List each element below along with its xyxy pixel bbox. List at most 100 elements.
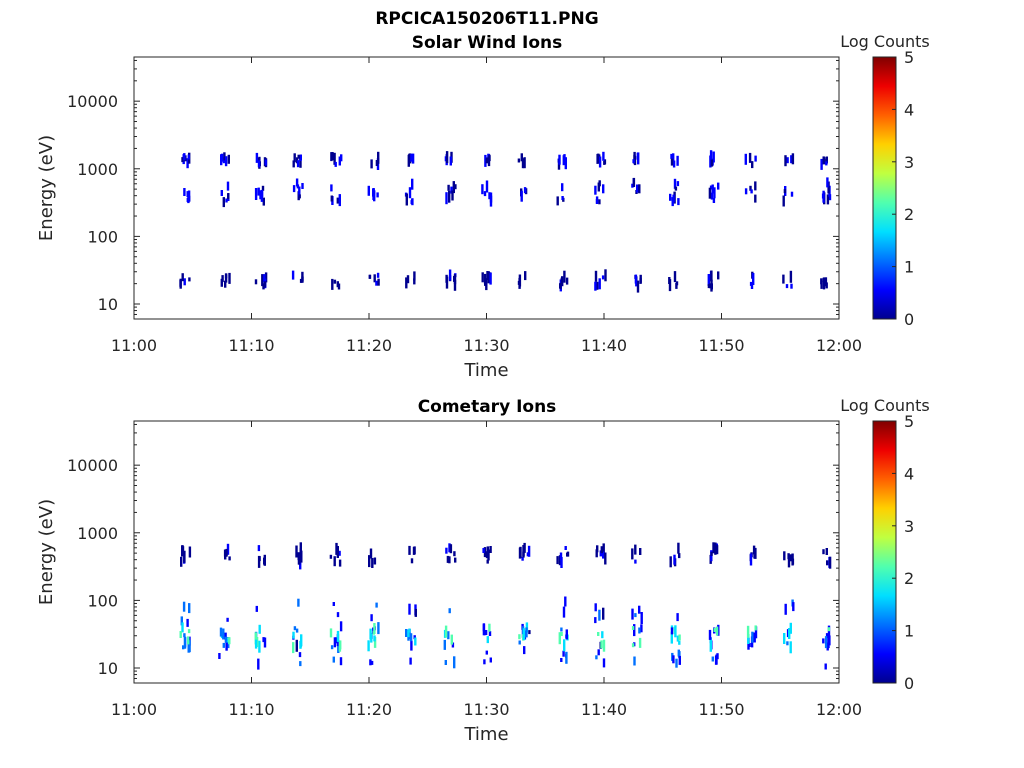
heatmap-cell — [411, 153, 415, 164]
heatmap-cell — [672, 194, 675, 203]
heatmap-cell — [602, 151, 605, 161]
heatmap-cell — [556, 196, 559, 206]
heatmap-cell — [594, 185, 597, 195]
heatmap-cell — [219, 627, 223, 637]
heatmap-cell — [563, 270, 566, 283]
heatmap-cell — [634, 559, 637, 564]
heatmap-cell — [602, 658, 606, 668]
heatmap-cell — [827, 181, 830, 194]
heatmap-cell — [828, 556, 832, 569]
heatmap-cell — [599, 550, 602, 557]
heatmap-cell — [790, 283, 793, 289]
heatmap-cell — [373, 623, 376, 634]
heatmap-cell — [675, 282, 678, 289]
heatmap-cell — [257, 545, 261, 552]
heatmap-cell — [181, 546, 185, 557]
heatmap-cell — [527, 545, 531, 557]
heatmap-cell — [264, 159, 268, 166]
colorbar-label: Log Counts — [840, 396, 930, 415]
heatmap-cell — [183, 278, 186, 286]
heatmap-cell — [301, 183, 304, 189]
heatmap-cell — [373, 635, 376, 642]
heatmap-cell — [292, 642, 295, 654]
heatmap-cell — [408, 187, 412, 199]
heatmap-cell — [676, 635, 680, 642]
heatmap-cell — [782, 195, 785, 207]
heatmap-cell — [560, 627, 563, 632]
heatmap-cell — [631, 183, 634, 188]
x-tick-label: 12:00 — [816, 336, 862, 355]
heatmap-cell — [827, 636, 830, 649]
heatmap-cell — [634, 544, 637, 555]
panels: Solar Wind Ions 11:00 11:10 11:20 11:30 11:40… — [36, 32, 930, 745]
heatmap-cell — [597, 182, 600, 192]
heatmap-cell — [595, 196, 599, 204]
heatmap-cell — [407, 154, 410, 167]
heatmap-cell — [486, 559, 489, 564]
heatmap-cell — [410, 558, 414, 564]
heatmap-cell — [224, 632, 227, 640]
heatmap-cell — [634, 613, 637, 618]
heatmap-cell — [370, 159, 373, 169]
heatmap-cell — [183, 633, 186, 638]
heatmap-cell — [333, 152, 336, 165]
heatmap-cell — [520, 153, 523, 162]
heatmap-cell — [329, 628, 333, 638]
heatmap-cell — [754, 194, 757, 203]
heatmap-cell — [560, 557, 563, 568]
heatmap-cell — [488, 192, 491, 200]
heatmap-cell — [263, 637, 267, 648]
heatmap-cell — [371, 558, 374, 568]
heatmap-cell — [263, 557, 266, 565]
heatmap-cell — [297, 598, 300, 607]
heatmap-cell — [369, 548, 373, 559]
y-tick-label: 10 — [98, 659, 118, 678]
x-tick-label: 12:00 — [816, 700, 862, 719]
heatmap-cell — [754, 155, 757, 162]
heatmap-cell — [413, 635, 416, 640]
heatmap-cell — [408, 603, 411, 615]
heatmap-cell — [295, 639, 298, 652]
x-tick-label: 11:00 — [111, 700, 157, 719]
heatmap-cell — [224, 274, 228, 283]
heatmap-cell — [485, 158, 488, 164]
heatmap-cell — [262, 637, 265, 643]
heatmap-cell — [489, 546, 492, 553]
heatmap-cell — [254, 188, 258, 200]
heatmap-cell — [824, 636, 828, 649]
heatmap-cell — [678, 640, 681, 645]
heatmap-cell — [523, 542, 526, 553]
heatmap-cell — [716, 653, 719, 660]
heatmap-cells — [179, 150, 832, 293]
heatmap-cell — [676, 613, 679, 622]
heatmap-cell — [228, 272, 231, 284]
heatmap-cell — [413, 278, 416, 285]
heatmap-cell — [370, 614, 373, 622]
heatmap-cell — [446, 555, 450, 563]
heatmap-cell — [449, 544, 453, 554]
heatmap-cell — [638, 637, 642, 648]
heatmap-cell — [334, 161, 337, 167]
heatmap-cell — [790, 155, 793, 164]
heatmap-cell — [481, 184, 484, 195]
heatmap-cell — [183, 153, 186, 161]
heatmap-cell — [563, 154, 566, 163]
heatmap-cell — [754, 626, 758, 639]
heatmap-cell — [448, 608, 451, 614]
heatmap-cell — [330, 184, 333, 192]
heatmap-cell — [821, 193, 825, 199]
heatmap-cell — [784, 603, 787, 615]
heatmap-cell — [225, 548, 228, 556]
heatmap-cell — [413, 546, 416, 555]
heatmap-cell — [639, 548, 642, 555]
heatmap-cell — [523, 187, 527, 194]
heatmap-cell — [301, 276, 304, 282]
heatmap-cell — [710, 283, 713, 290]
heatmap-cell — [788, 628, 791, 639]
heatmap-cell — [600, 640, 603, 649]
heatmap-cell — [561, 183, 564, 192]
heatmap-cell — [224, 636, 228, 643]
heatmap-cell — [827, 625, 831, 638]
